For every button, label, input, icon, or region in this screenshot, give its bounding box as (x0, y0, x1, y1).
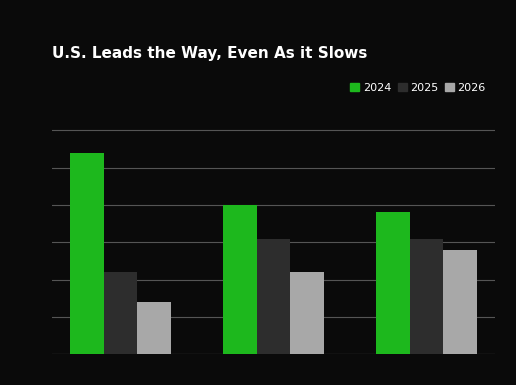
Bar (256, 239, 291, 354)
Bar (223, 205, 256, 354)
Bar (410, 239, 443, 354)
Text: U.S. Leads the Way, Even As it Slows: U.S. Leads the Way, Even As it Slows (52, 46, 367, 61)
Bar (443, 250, 477, 354)
Bar (137, 302, 171, 354)
Legend: 2024, 2025, 2026: 2024, 2025, 2026 (346, 78, 490, 97)
Bar (291, 272, 324, 354)
Bar (70, 153, 104, 354)
Bar (104, 272, 137, 354)
Bar (376, 213, 410, 354)
